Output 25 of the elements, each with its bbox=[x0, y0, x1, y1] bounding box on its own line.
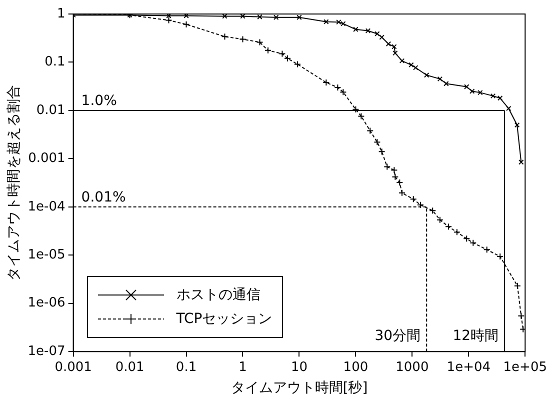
y-tick-label: 1e-05 bbox=[28, 248, 66, 263]
x-tick-label: 100 bbox=[343, 360, 368, 375]
y-tick-label: 0.01 bbox=[36, 102, 66, 118]
ref-line-label: 1.0% bbox=[81, 93, 117, 110]
ref-line-label: 0.01% bbox=[81, 190, 126, 206]
x-tick-label: 1 bbox=[238, 360, 247, 375]
legend-label: TCPセッション bbox=[176, 310, 272, 328]
y-tick-label: 1 bbox=[57, 6, 66, 22]
y-tick-label: 1e-04 bbox=[28, 199, 66, 214]
x-tick-label: 0.1 bbox=[176, 360, 197, 375]
ref-line-label: 12時間 bbox=[452, 328, 499, 344]
x-tick-label: 0.01 bbox=[115, 360, 144, 375]
x-tick-label: 1000 bbox=[396, 360, 429, 375]
x-tick-label: 10 bbox=[290, 360, 308, 375]
y-axis-title: タイムアウト時間を超える割合 bbox=[6, 84, 22, 281]
ref-line-label: 30分間 bbox=[374, 328, 421, 344]
x-tick-label: 0.001 bbox=[54, 360, 92, 375]
x-tick-label: 1e+05 bbox=[503, 360, 548, 375]
y-tick-label: 1e-07 bbox=[28, 344, 66, 359]
y-tick-label: 0.1 bbox=[44, 54, 66, 70]
legend-label: ホストの通信 bbox=[176, 286, 260, 304]
x-tick-label: 1e+04 bbox=[446, 360, 491, 375]
x-axis-title: タイムアウト時間[秒] bbox=[230, 380, 368, 396]
y-tick-label: 0.001 bbox=[28, 151, 66, 166]
y-tick-label: 1e-06 bbox=[28, 296, 66, 311]
